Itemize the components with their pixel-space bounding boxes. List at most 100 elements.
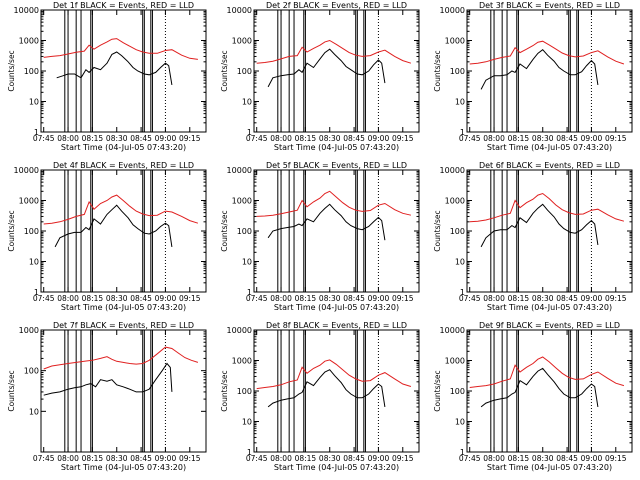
chart-panel-3: Det 3f BLACK = Events, RED = LLD 1 10 100 10… [433,1,633,152]
x-tick-label: 08:15 [295,294,317,303]
x-tick-label: 09:00 [368,134,390,143]
y-axis-label: Counts/sec [7,210,16,251]
x-tick-label: 08:45 [556,454,578,463]
x-tick-label: 09:15 [605,134,627,143]
x-tick-label: 08:15 [508,134,530,143]
plot-frame [253,9,420,133]
series-line-events [267,203,386,241]
x-tick-label: 08:30 [532,454,554,463]
chart-title: Det 9f BLACK = Events, RED = LLD [479,321,620,330]
y-tick-label: 100 [450,67,465,76]
y-tick-label: 10 [242,98,252,107]
y-tick-label: 1000 [445,357,465,366]
y-tick-label: 1000 [19,37,39,46]
x-tick-label: 07:45 [33,134,55,143]
y-tick-label: 10000 [440,166,465,175]
x-tick-label: 07:45 [459,134,481,143]
series-line-events [480,367,599,408]
x-tick-label: 09:00 [155,454,177,463]
series-line-events [267,48,386,88]
series-line-lld [256,190,412,217]
x-tick-label: 08:30 [106,454,128,463]
chart-title: Det 5f BLACK = Events, RED = LLD [266,161,407,170]
plot-frame [466,9,633,133]
series-line-lld [469,192,625,223]
x-tick-label: 08:15 [295,454,317,463]
x-tick-label: 08:45 [343,294,365,303]
y-tick-label: 10 [242,258,252,267]
x-tick-label: 08:00 [57,134,79,143]
x-tick-label: 08:30 [106,134,128,143]
y-tick-label: 10000 [440,6,465,15]
x-tick-label: 08:15 [295,134,317,143]
x-tick-label: 08:45 [130,454,152,463]
y-tick-label: 1 [34,288,39,297]
y-tick-label: 1 [460,448,465,457]
x-tick-label: 08:00 [270,294,292,303]
y-axis-label: Counts/sec [433,210,442,251]
y-axis-label: Counts/sec [220,210,229,251]
y-tick-label: 10 [29,98,39,107]
y-tick-label: 100 [24,67,39,76]
y-axis-label: Counts/sec [433,370,442,411]
series-line-events [43,362,173,396]
chart-title: Det 8f BLACK = Events, RED = LLD [266,321,407,330]
chart-title: Det 3f BLACK = Events, RED = LLD [479,1,620,10]
x-tick-label: 09:15 [179,294,201,303]
chart-panel-5: Det 5f BLACK = Events, RED = LLD 1 10 100 10… [220,161,420,312]
x-tick-label: 09:15 [605,454,627,463]
y-tick-label: 100 [24,367,39,376]
x-tick-label: 08:45 [556,134,578,143]
chart-panel-7: Det 7f BLACK = Events, RED = LLD 10 100 100… [7,321,207,472]
series-line-events [480,203,599,248]
x-tick-label: 08:00 [57,294,79,303]
x-tick-label: 07:45 [33,454,55,463]
x-tick-label: 09:15 [179,134,201,143]
x-tick-label: 09:00 [155,134,177,143]
x-tick-label: 09:00 [581,454,603,463]
x-tick-label: 09:15 [392,134,414,143]
plot-frame [40,9,207,133]
x-axis-label: Start Time (04-Jul-05 07:43:20) [487,463,612,472]
x-tick-label: 09:15 [392,454,414,463]
series-line-lld [469,40,625,65]
y-tick-label: 10 [455,418,465,427]
y-tick-label: 1000 [19,197,39,206]
x-axis-label: Start Time (04-Jul-05 07:43:20) [274,463,399,472]
x-tick-label: 09:15 [392,294,414,303]
series-line-events [267,369,386,408]
x-tick-label: 07:45 [33,294,55,303]
x-tick-label: 08:00 [270,134,292,143]
y-tick-label: 1 [34,128,39,137]
x-axis-label: Start Time (04-Jul-05 07:43:20) [487,303,612,312]
chart-panel-6: Det 6f BLACK = Events, RED = LLD 1 10 100 10… [433,161,633,312]
y-axis-label: Counts/sec [220,50,229,91]
series-line-events [54,204,173,248]
plot-frame [40,329,207,453]
x-tick-label: 08:30 [106,294,128,303]
x-tick-label: 08:30 [319,134,341,143]
y-tick-label: 1 [247,288,252,297]
y-tick-label: 100 [450,387,465,396]
x-tick-label: 08:45 [130,134,152,143]
plot-frame [253,329,420,453]
x-axis-label: Start Time (04-Jul-05 07:43:20) [274,303,399,312]
y-axis-label: Counts/sec [220,370,229,411]
y-tick-label: 1000 [232,357,252,366]
x-tick-label: 09:00 [368,294,390,303]
x-tick-label: 08:00 [483,294,505,303]
plot-frame [466,169,633,293]
y-tick-label: 100 [237,227,252,236]
y-tick-label: 10000 [14,6,39,15]
x-tick-label: 08:45 [343,454,365,463]
x-axis-label: Start Time (04-Jul-05 07:43:20) [274,143,399,152]
y-tick-label: 10000 [227,6,252,15]
series-line-lld [256,39,412,64]
x-axis-label: Start Time (04-Jul-05 07:43:20) [487,143,612,152]
x-tick-label: 07:45 [246,134,268,143]
x-tick-label: 08:15 [508,294,530,303]
y-tick-label: 10 [29,407,39,416]
chart-panel-1: Det 1f BLACK = Events, RED = LLD 1 10 100 10… [7,1,207,152]
series-line-lld [256,359,412,390]
